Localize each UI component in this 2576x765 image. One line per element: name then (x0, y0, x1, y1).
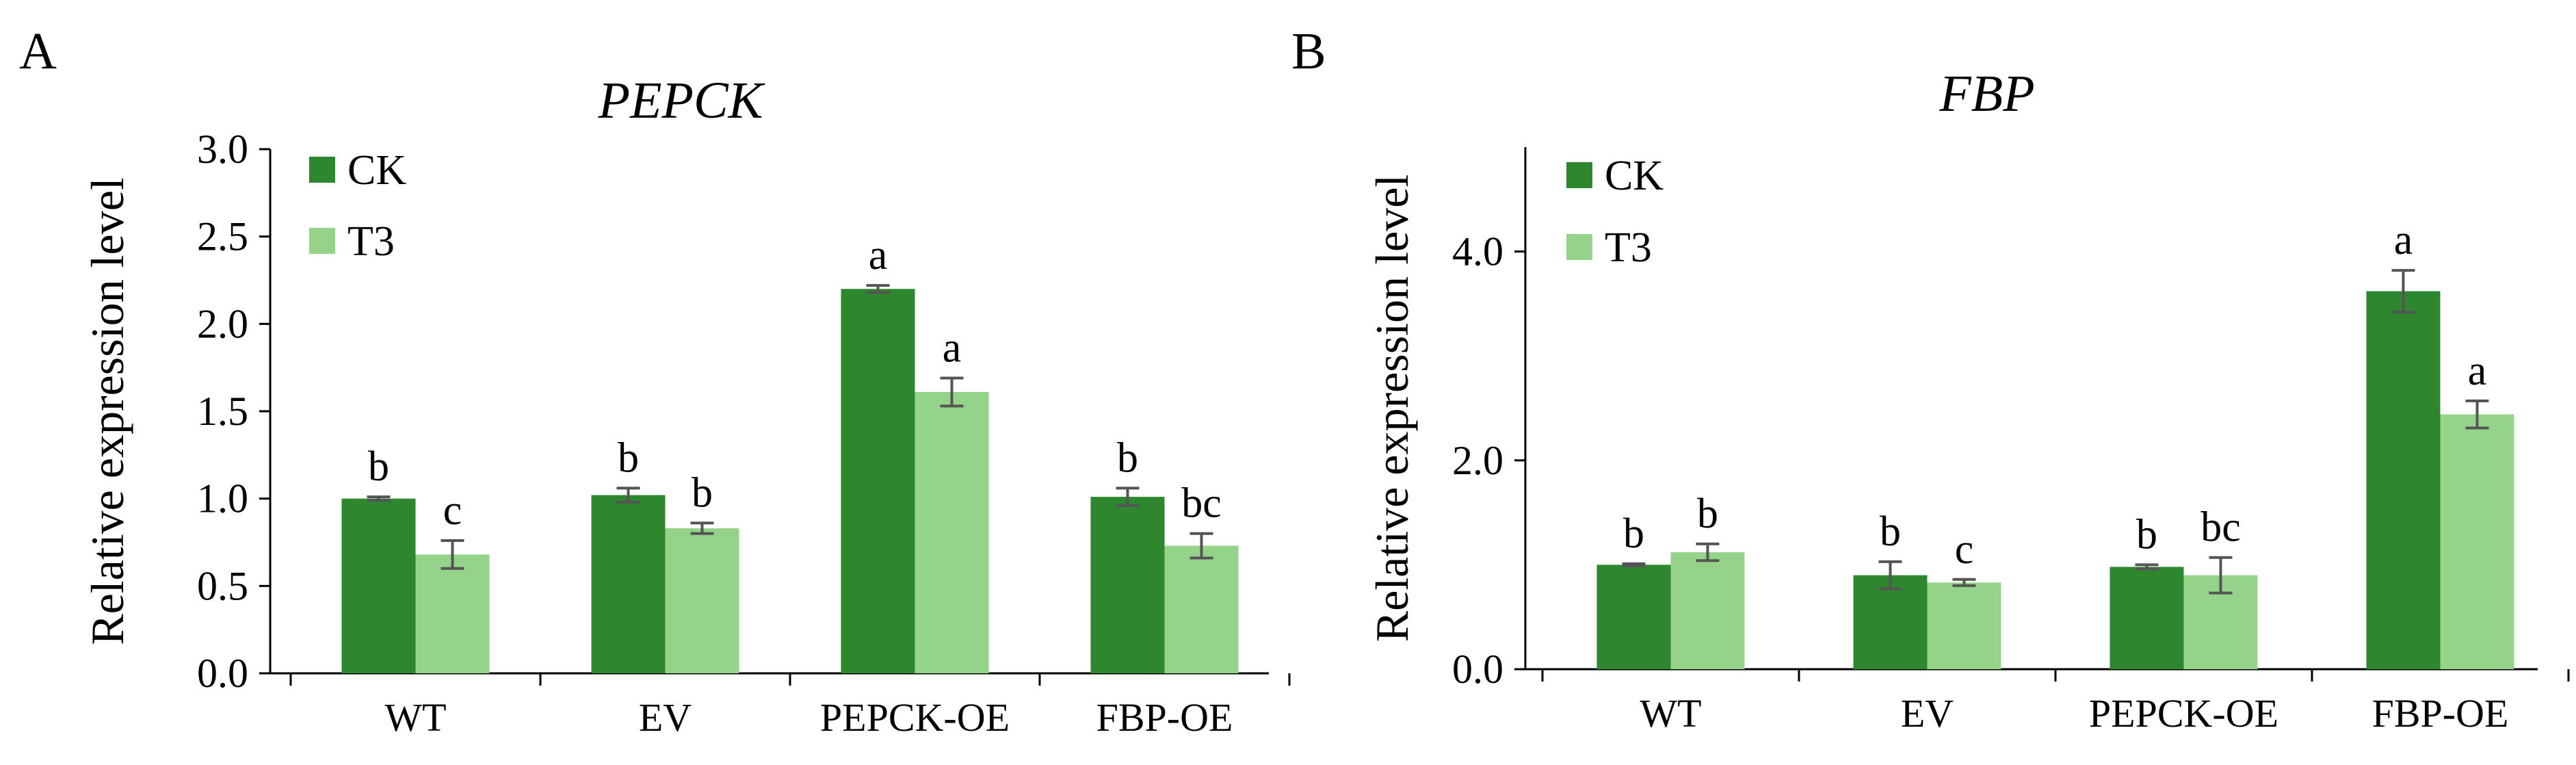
significance-label: b (1117, 435, 1138, 481)
significance-label: a (2468, 348, 2487, 394)
significance-label: a (869, 232, 888, 278)
bar-t3 (1670, 552, 1745, 669)
legend-label-t3: T3 (1605, 224, 1652, 271)
bar-t3 (665, 528, 739, 673)
y-tick-label: 2.0 (1452, 438, 1503, 483)
y-tick-label: 0.5 (197, 563, 248, 608)
bar-t3 (2440, 414, 2514, 669)
bar-ck (1596, 565, 1671, 669)
bar-ck (341, 498, 416, 673)
chart-title: PEPCK (598, 72, 765, 129)
y-tick-label: 4.0 (1452, 229, 1503, 274)
legend-label-ck: CK (347, 147, 406, 194)
significance-label: b (1880, 508, 1901, 555)
significance-label: b (692, 469, 713, 516)
significance-label: b (368, 443, 389, 490)
significance-label: c (443, 487, 462, 534)
panel-letter: B (1291, 23, 1326, 80)
chart-title: FBP (1938, 65, 2034, 122)
panel-letter: A (19, 23, 57, 80)
bar-t3 (915, 391, 989, 673)
y-tick-label: 0.0 (1452, 647, 1503, 692)
bar-t3 (415, 554, 490, 673)
bar-ck (2110, 567, 2184, 669)
y-tick-label: 2.0 (197, 301, 248, 346)
y-axis-title: Relative expression level (1366, 174, 1418, 643)
bar-ck (591, 495, 666, 673)
legend-label-t3: T3 (347, 218, 395, 265)
significance-label: c (1955, 526, 1974, 573)
y-tick-label: 3.0 (197, 127, 248, 172)
y-tick-label: 1.0 (197, 476, 248, 521)
significance-label: bc (1181, 480, 1222, 527)
significance-label: b (618, 435, 639, 481)
significance-label: a (943, 324, 962, 371)
legend-label-ck: CK (1605, 153, 1664, 199)
legend-swatch-t3 (1566, 234, 1592, 260)
significance-label: b (1623, 510, 1644, 557)
legend-swatch-ck (309, 157, 335, 183)
x-category-label: PEPCK-OE (820, 695, 1010, 740)
x-category-label: EV (1901, 691, 1954, 736)
bar-t3 (1164, 545, 1239, 673)
x-category-label: FBP-OE (2372, 691, 2509, 736)
y-tick-label: 1.5 (197, 389, 248, 434)
bar-ck (2366, 291, 2441, 669)
panel-b: B FBP Relative expression level 0.0 2.0 4.0 WT… (1291, 23, 2570, 736)
legend-swatch-t3 (309, 228, 335, 254)
significance-label: b (2136, 511, 2157, 558)
panel-a: A PEPCK Relative expression level 0.0 0.5 1.0… (19, 23, 1291, 740)
bar-ck (1853, 575, 1928, 669)
significance-label: bc (2200, 504, 2241, 551)
significance-label: a (2394, 217, 2413, 263)
y-tick-label: 2.5 (197, 214, 248, 259)
y-tick-label: 0.0 (197, 651, 248, 696)
x-category-label: WT (384, 695, 446, 740)
x-category-label: EV (639, 695, 692, 740)
bar-ck (841, 289, 915, 673)
x-category-label: FBP-OE (1096, 695, 1233, 740)
x-category-label: PEPCK-OE (2089, 691, 2278, 736)
significance-label: b (1697, 491, 1718, 537)
bar-ck (1090, 497, 1165, 673)
bar-t3 (1927, 582, 2001, 669)
legend-swatch-ck (1566, 162, 1592, 188)
y-axis-title: Relative expression level (81, 177, 133, 645)
x-category-label: WT (1640, 691, 1701, 736)
